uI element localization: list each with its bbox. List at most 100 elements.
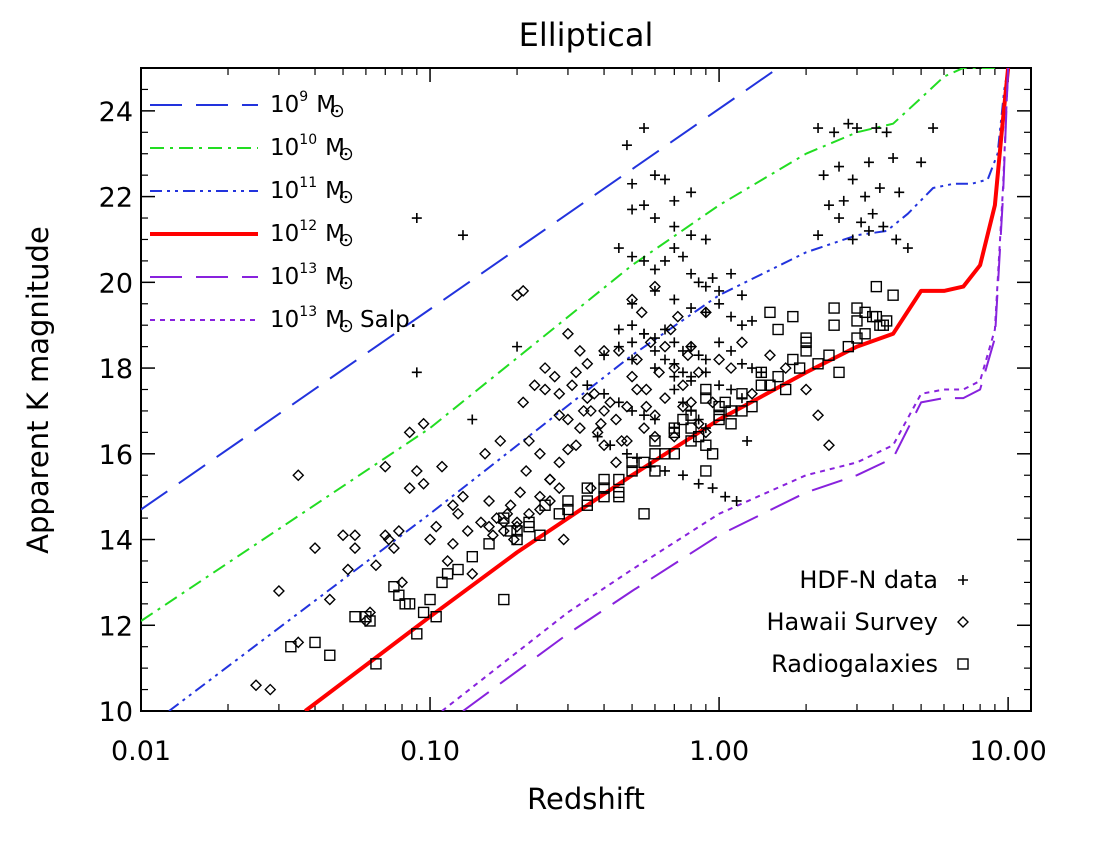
- square-point: [700, 465, 712, 477]
- plus-point: [834, 161, 845, 172]
- diamond-point: [528, 379, 541, 392]
- sun-symbol-dot: [335, 109, 339, 113]
- square-point: [411, 628, 423, 640]
- square-point: [364, 615, 376, 627]
- square-point: [581, 499, 593, 511]
- plus-point: [867, 208, 878, 219]
- plus-point: [726, 268, 737, 279]
- sun-symbol-icon: [339, 319, 353, 333]
- legend-mass-exp: 12: [299, 218, 317, 234]
- square-point: [800, 332, 812, 344]
- square-point: [649, 448, 661, 460]
- plus-point: [714, 380, 725, 391]
- sun-symbol-icon: [339, 190, 353, 204]
- plus-point: [736, 358, 747, 369]
- square-point: [430, 610, 442, 623]
- model-line-2: [168, 68, 1010, 711]
- diamond-point: [436, 460, 448, 473]
- diamond-point: [692, 417, 705, 430]
- plus-point: [700, 281, 711, 292]
- diamond-point: [539, 362, 552, 375]
- square-point: [452, 563, 464, 576]
- diamond-point: [800, 383, 813, 396]
- plus-point: [714, 285, 725, 296]
- diamond-point: [620, 400, 633, 413]
- legend-label-0: 109 M: [270, 89, 336, 118]
- diamond-point: [653, 366, 666, 379]
- legend-mass-base: 10: [270, 221, 299, 247]
- plus-point: [669, 195, 680, 206]
- plus-point: [847, 174, 858, 185]
- diamond-point: [337, 529, 350, 542]
- diamond-point: [520, 464, 533, 477]
- diamond-point: [699, 306, 712, 319]
- sun-symbol-icon: [339, 147, 353, 161]
- square-point: [539, 499, 551, 511]
- plus-point: [686, 303, 697, 314]
- plus-point: [660, 354, 671, 365]
- y-tick-label: 14: [99, 526, 133, 557]
- square-point: [393, 589, 405, 601]
- plus-point: [613, 324, 624, 335]
- diamond-point: [648, 280, 661, 293]
- plus-point: [747, 363, 758, 374]
- plus-point: [707, 273, 718, 284]
- diamond-point: [543, 473, 556, 486]
- square-point: [511, 533, 523, 546]
- square-point: [833, 366, 845, 379]
- points-layer: [250, 118, 939, 696]
- diamond-point: [631, 383, 643, 396]
- square-point: [285, 641, 297, 653]
- plus-point: [639, 123, 650, 134]
- plus-point: [639, 200, 650, 211]
- diamond-point: [292, 469, 305, 482]
- diamond-point: [466, 567, 479, 580]
- diamond-point: [692, 366, 705, 379]
- legend-mass-base: 10: [270, 178, 299, 204]
- plus-point: [669, 384, 680, 395]
- plus-point: [813, 230, 824, 241]
- square-point: [828, 319, 840, 331]
- legend-mass-exp: 10: [299, 132, 317, 148]
- legend-mass-base: 10: [270, 135, 299, 161]
- plus-point: [714, 298, 725, 309]
- square-point: [626, 456, 638, 469]
- plus-point: [627, 251, 638, 262]
- y-tick-label: 12: [99, 611, 133, 642]
- diamond-point: [668, 362, 681, 375]
- square-point: [598, 473, 610, 486]
- plus-point: [894, 187, 905, 198]
- y-tick-label: 10: [99, 697, 133, 728]
- square-point: [466, 550, 478, 563]
- sun-symbol-dot: [344, 152, 348, 156]
- plus-point: [888, 153, 899, 164]
- diamond-point: [676, 379, 689, 392]
- diamond-point: [349, 529, 361, 542]
- square-point: [483, 538, 495, 550]
- plus-point: [726, 384, 737, 395]
- plus-point: [669, 243, 680, 254]
- square-point: [787, 310, 799, 323]
- plus-point: [731, 495, 742, 506]
- diamond-point: [403, 482, 416, 495]
- marker-key: HDF-N data Hawaii Survey Radiogalaxies: [766, 566, 969, 678]
- plus-point: [669, 294, 680, 305]
- plus-point: [599, 388, 610, 399]
- square-point: [851, 315, 863, 327]
- diamond-point: [272, 584, 285, 597]
- legend-label-4: 1013 M: [270, 261, 345, 290]
- square-point: [851, 332, 863, 344]
- legend-mass-base: 10: [270, 307, 299, 333]
- x-tick-label: 1.00: [689, 736, 749, 767]
- diamond-point: [479, 447, 492, 460]
- diamond-point: [490, 512, 503, 525]
- plus-point: [707, 483, 718, 494]
- square-point: [880, 315, 893, 327]
- diamond-point: [511, 516, 524, 529]
- diamond-point: [533, 447, 546, 460]
- plus-point: [693, 350, 704, 361]
- diamond-point: [446, 537, 459, 550]
- square-point: [692, 430, 705, 443]
- plus-point: [838, 195, 849, 206]
